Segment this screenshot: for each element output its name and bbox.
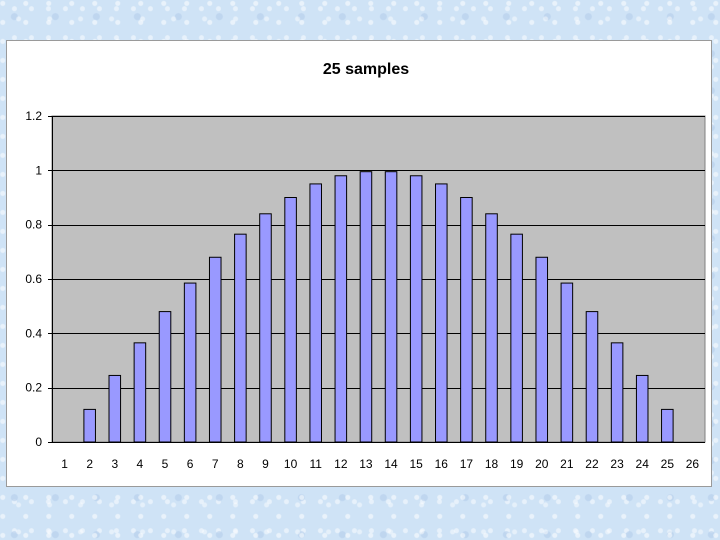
bar <box>108 374 122 443</box>
y-tick-label: 0.2 <box>25 381 42 395</box>
bar <box>585 311 599 443</box>
y-axis-ticks: 0 0.2 0.4 0.6 0.8 1 1.2 <box>25 109 52 449</box>
x-tick-label: 21 <box>560 457 574 471</box>
bar <box>460 197 473 443</box>
y-tick-label: 0 <box>35 435 42 449</box>
bar <box>133 342 147 443</box>
x-tick-label: 17 <box>460 457 474 471</box>
bar <box>259 213 272 443</box>
chart-frame: 25 samples 0 0.2 0.4 0.6 0.8 1 1.2 1 2 3 4 5 6 7 8 9 10… <box>6 40 712 487</box>
bar <box>183 282 197 443</box>
bar <box>208 256 222 443</box>
x-tick-label: 4 <box>137 457 144 471</box>
bar <box>635 374 649 443</box>
y-tick-label: 0.8 <box>25 218 42 232</box>
x-tick-label: 11 <box>309 457 322 471</box>
x-tick-label: 15 <box>409 457 423 471</box>
bar <box>284 197 297 443</box>
bar <box>510 233 523 443</box>
x-tick-label: 12 <box>334 457 348 471</box>
x-tick-label: 24 <box>636 457 650 471</box>
x-tick-label: 5 <box>162 457 169 471</box>
x-tick-label: 1 <box>61 457 68 471</box>
x-tick-label: 7 <box>212 457 219 471</box>
chart-title: 25 samples <box>323 61 409 78</box>
x-tick-label: 26 <box>686 457 700 471</box>
bar <box>435 183 448 443</box>
bar <box>535 256 549 443</box>
x-tick-label: 2 <box>86 457 93 471</box>
x-axis-ticks: 1 2 3 4 5 6 7 8 9 10 11 12 13 14 15 16 17 18 19 20 21 22 23 24 2… <box>61 457 699 471</box>
bar-chart: 25 samples 00.20.40.60.811.2 1 2 3 4 5 6 7 8 9 10… <box>25 61 706 471</box>
bar <box>234 233 247 443</box>
y-tick-label: 1 <box>35 163 42 177</box>
bar <box>661 408 674 443</box>
bar <box>610 342 624 443</box>
x-tick-label: 13 <box>359 457 373 471</box>
bar <box>334 175 348 443</box>
x-tick-label: 22 <box>585 457 599 471</box>
x-tick-label: 18 <box>485 457 499 471</box>
bar <box>83 408 96 443</box>
x-tick-label: 23 <box>610 457 624 471</box>
x-tick-label: 6 <box>187 457 194 471</box>
bar <box>560 282 574 443</box>
bars <box>83 171 674 443</box>
x-tick-label: 3 <box>111 457 118 471</box>
bar <box>309 183 322 443</box>
x-tick-label: 19 <box>510 457 524 471</box>
x-tick-label: 9 <box>262 457 269 471</box>
x-tick-label: 8 <box>237 457 244 471</box>
x-tick-label: 14 <box>384 457 398 471</box>
y-tick-label: 0.6 <box>25 272 42 286</box>
bar <box>158 311 172 443</box>
bar <box>384 171 398 443</box>
x-tick-label: 16 <box>435 457 449 471</box>
bar <box>485 213 498 443</box>
bar <box>359 171 373 443</box>
x-tick-label: 10 <box>284 457 298 471</box>
bar <box>409 175 423 443</box>
y-tick-label: 1.2 <box>25 109 42 123</box>
x-tick-label: 25 <box>661 457 675 471</box>
x-tick-label: 20 <box>535 457 549 471</box>
y-tick-label: 0.4 <box>25 326 42 340</box>
